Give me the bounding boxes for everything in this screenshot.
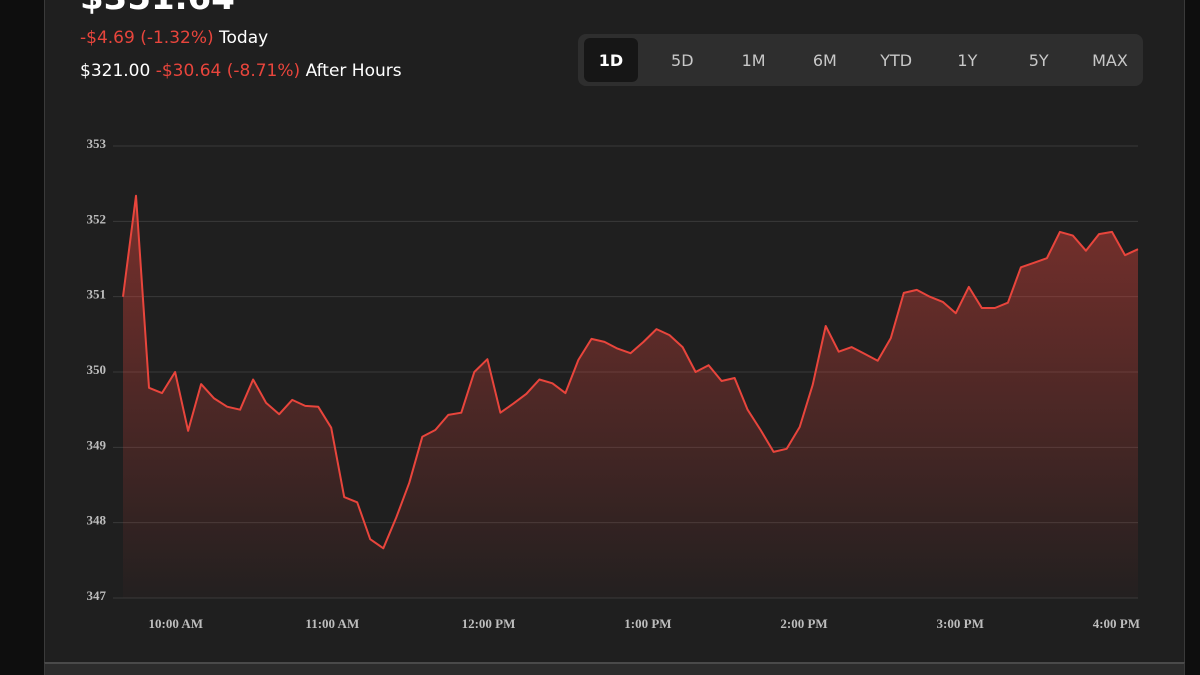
range-selector: 1D 5D 1M 6M YTD 1Y 5Y MAX: [578, 34, 1143, 86]
range-button[interactable]: 5D: [671, 50, 694, 70]
today-change: -$4.69 (-1.32%): [80, 28, 214, 48]
after-hours-row: $321.00 -$30.64 (-8.71%) After Hours: [80, 61, 402, 81]
x-tick-label: 1:00 PM: [624, 616, 671, 631]
today-label: Today: [219, 28, 269, 48]
after-hours-label: After Hours: [305, 61, 402, 81]
range-button[interactable]: 6M: [812, 50, 837, 70]
y-tick-label: 347: [87, 588, 107, 603]
x-tick-label: 10:00 AM: [149, 616, 204, 631]
range-button[interactable]: MAX: [1092, 50, 1128, 70]
x-tick-label: 4:00 PM: [1093, 616, 1140, 631]
y-tick-label: 348: [87, 513, 107, 528]
x-tick-label: 3:00 PM: [937, 616, 984, 631]
range-button[interactable]: 1Y: [957, 50, 978, 70]
x-tick-label: 2:00 PM: [780, 616, 827, 631]
y-tick-label: 351: [87, 287, 107, 302]
y-tick-label: 352: [87, 211, 107, 226]
price: $351.64: [80, 0, 235, 18]
today-row: -$4.69 (-1.32%) Today: [80, 28, 268, 48]
x-tick-label: 12:00 PM: [462, 616, 516, 631]
after-hours-price: $321.00: [80, 61, 151, 81]
y-tick-label: 353: [87, 136, 107, 151]
range-button[interactable]: YTD: [880, 50, 913, 70]
footer-bar: [44, 662, 1185, 675]
area-fill: [123, 195, 1138, 598]
x-tick-label: 11:00 AM: [305, 616, 359, 631]
y-tick-label: 350: [87, 362, 107, 377]
y-tick-label: 349: [87, 437, 107, 452]
price-line: [122, 194, 1139, 550]
range-button[interactable]: 1M: [741, 50, 766, 70]
after-hours-change: -$30.64 (-8.71%): [155, 61, 301, 81]
range-button[interactable]: 1D: [584, 38, 638, 82]
range-button[interactable]: 5Y: [1028, 50, 1049, 70]
